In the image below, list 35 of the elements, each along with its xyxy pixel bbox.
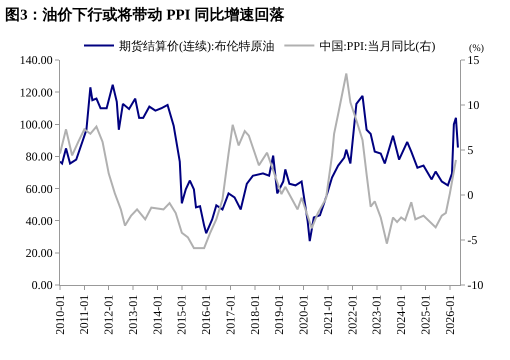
x-tick-label: 2021-01 (320, 294, 335, 335)
x-tick-label: 2014-01 (150, 294, 164, 335)
x-tick-label: 2017-01 (224, 294, 238, 335)
x-tick-label: 2019-01 (272, 294, 286, 335)
y2-axis-title: (%) (469, 43, 484, 54)
y-tick-label: 80.00 (26, 150, 53, 164)
y-tick-label: 60.00 (26, 182, 53, 196)
x-tick-label: 2015-01 (174, 294, 189, 335)
x-tick-label: 2018-01 (248, 294, 262, 335)
y-tick-label: 20.00 (26, 246, 53, 260)
legend-label: 期货结算价(连续):布伦特原油 (119, 39, 274, 54)
x-tick-label: 2020-01 (296, 294, 311, 335)
y-tick-label: 100.00 (20, 117, 53, 132)
x-tick-label: 2011-01 (77, 294, 92, 334)
y-tick-label: 140.00 (20, 53, 53, 68)
y2-tick-label: -10 (467, 278, 484, 292)
y-tick-label: 120.00 (20, 85, 53, 100)
y2-tick-label: 5 (467, 143, 474, 158)
x-tick-label: 2012-01 (102, 294, 116, 335)
y2-tick-label: 0 (467, 188, 474, 202)
y2-tick-label: 10 (467, 98, 480, 112)
x-tick-label: 2025-01 (418, 294, 432, 335)
x-tick-label: 2013-01 (126, 294, 140, 335)
x-tick-label: 2026-01 (442, 294, 457, 335)
x-tick-label: 2024-01 (394, 294, 408, 335)
x-tick-label: 2016-01 (199, 294, 214, 335)
x-tick-label: 2022-01 (345, 294, 360, 335)
legend-label: 中国:PPI:当月同比(右) (319, 39, 436, 54)
y-tick-label: 0.00 (32, 278, 53, 292)
y2-tick-label: 15 (467, 53, 480, 68)
chart-title: 图3：油价下行或将带动 PPI 同比增速回落 (5, 6, 286, 24)
y-tick-label: 40.00 (26, 214, 53, 228)
x-tick-label: 2023-01 (370, 294, 384, 335)
x-tick-label: 2010-01 (52, 294, 67, 335)
y2-tick-label: -5 (467, 233, 478, 248)
